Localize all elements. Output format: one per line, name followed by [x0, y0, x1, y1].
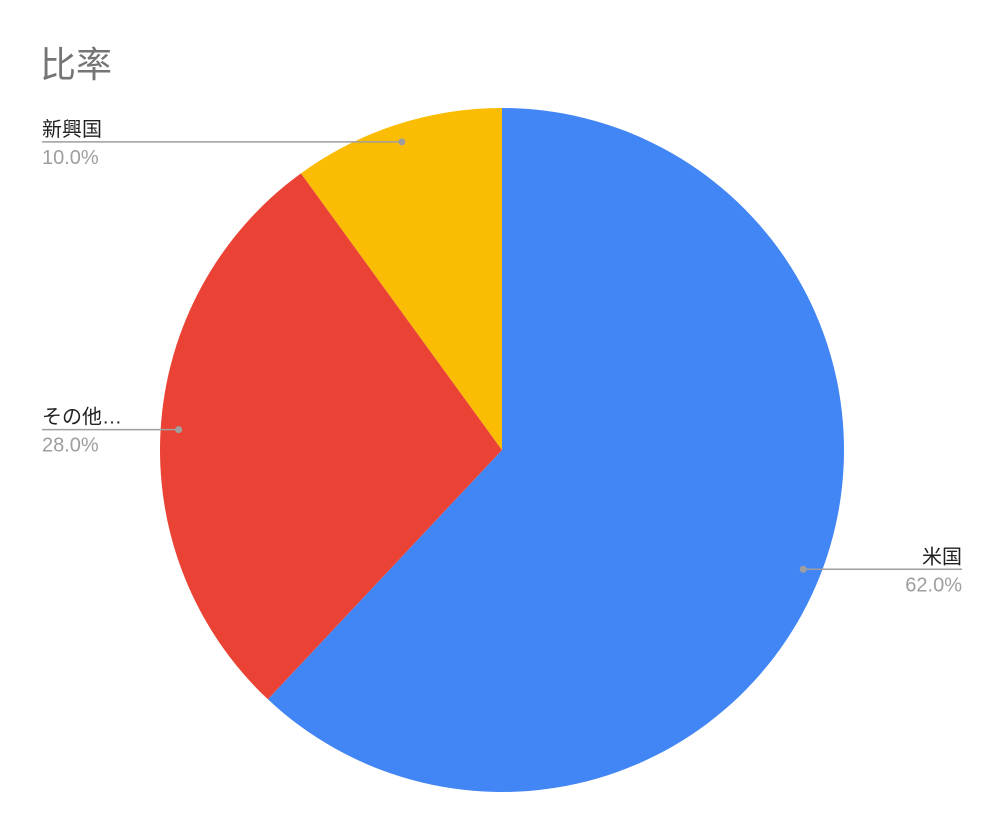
leader-dot [799, 565, 807, 573]
slice-percent: 62.0% [905, 574, 962, 596]
slice-label: 米国 [922, 545, 962, 568]
slice-percent: 10.0% [42, 147, 99, 169]
pie-slice [300, 108, 502, 450]
chart-title: 比率 [40, 44, 113, 85]
slice-label: その他… [42, 406, 122, 429]
leader-dot [175, 426, 183, 434]
slice-label: 新興国 [42, 118, 102, 141]
leader-dot [398, 138, 406, 146]
pie-slice [160, 173, 502, 700]
pie-slice [267, 108, 845, 792]
slice-percent: 28.0% [42, 435, 99, 457]
